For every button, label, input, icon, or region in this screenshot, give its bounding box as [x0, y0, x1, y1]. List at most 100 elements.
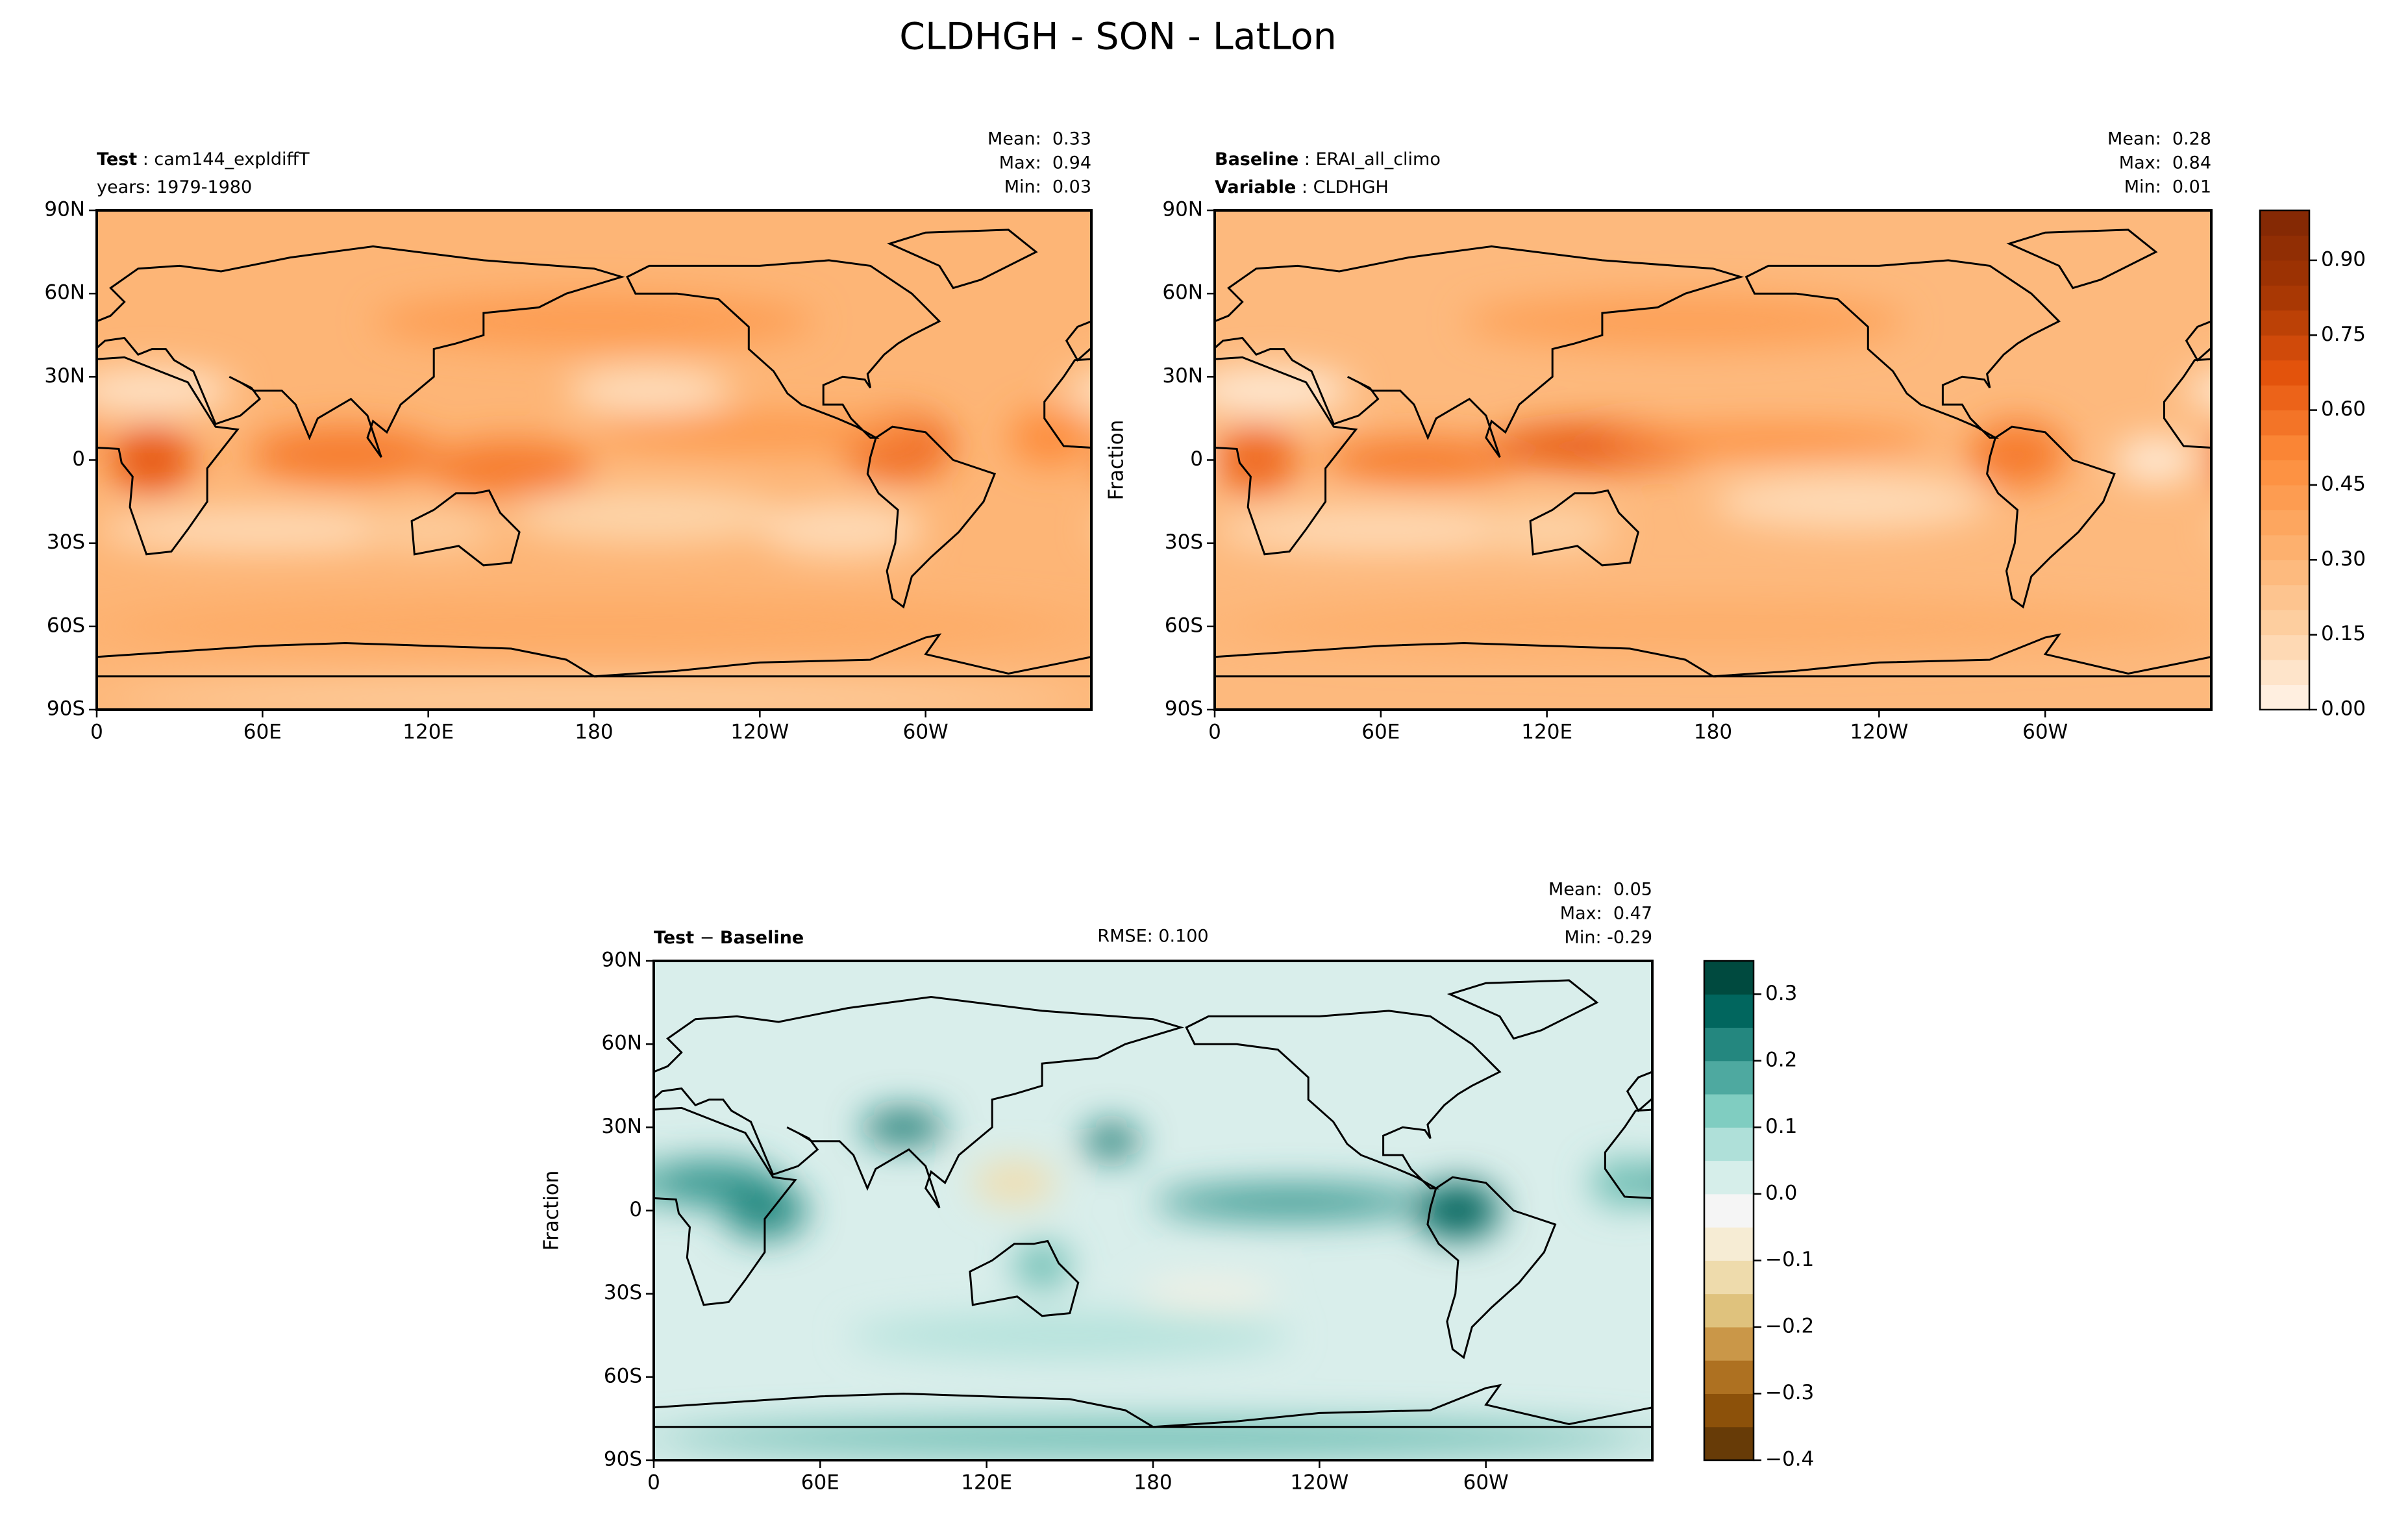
coastline — [626, 259, 941, 439]
field-blob — [566, 368, 732, 413]
field-blob — [141, 1280, 280, 1308]
panel-label: Test − Baseline — [654, 928, 804, 948]
colorbar-band — [2260, 560, 2309, 586]
field-blob — [848, 1313, 1292, 1358]
coastline — [451, 980, 599, 1039]
field-contours — [85, 1110, 2290, 1455]
colorbar-band — [1704, 1260, 1754, 1295]
colorbar-band — [1704, 1227, 1754, 1261]
y-axis-label: Fraction — [1105, 420, 1128, 501]
colorbar-band — [2260, 660, 2309, 686]
stat-label: Min: 0.03 — [1004, 177, 1091, 197]
field-blob — [359, 507, 498, 552]
panel-label-part: Test — [97, 149, 137, 169]
colorbar-tick-label: −0.2 — [1765, 1314, 1814, 1337]
colorbar-band — [2260, 235, 2309, 261]
stat-label: Mean: 0.05 — [1548, 880, 1652, 900]
y-tick-label: 30S — [604, 1281, 642, 1304]
colorbar-tick-label: 0.75 — [2321, 323, 2366, 346]
panel-label-part: CLDHGH — [1313, 177, 1389, 197]
field-blob — [1014, 1243, 1070, 1289]
colorbar-band — [2260, 310, 2309, 336]
coastline — [1986, 425, 2116, 609]
colorbar-band — [1704, 1193, 1754, 1228]
panel-label-part: cam144_expldiffT — [154, 149, 310, 169]
stat-label: Max: 0.47 — [1560, 904, 1652, 924]
x-tick-label: 180 — [1694, 721, 1732, 744]
rmse-label: RMSE: 0.100 — [1097, 926, 1208, 947]
coastline — [1215, 641, 1717, 678]
field-blob — [2138, 1280, 2277, 1308]
field-blob — [2013, 1244, 2068, 1288]
panel-label-part: ERAI_all_climo — [1316, 149, 1441, 169]
colorbar-band — [2260, 460, 2309, 486]
coastline — [654, 1106, 797, 1306]
coastline — [188, 1011, 501, 1188]
coastline — [97, 245, 625, 458]
field-blob — [654, 1170, 660, 1195]
field-blob — [2082, 1125, 2137, 1158]
coastline — [2163, 358, 2211, 449]
y-tick-label: 60N — [44, 281, 85, 305]
panel-label-part: years: 1979-1980 — [97, 177, 252, 197]
y-tick-label: 90N — [44, 198, 85, 221]
coastline — [969, 1239, 1080, 1317]
field-blob — [97, 599, 1091, 654]
panel-label: Test : cam144_expldiffT — [97, 149, 310, 169]
colorbar-band — [1704, 1160, 1754, 1195]
x-tick-label: 0 — [1208, 721, 1221, 744]
x-tick-label: 120W — [1290, 1471, 1348, 1495]
colorbar-band — [2260, 360, 2309, 386]
panel-label-part: : — [1298, 149, 1315, 169]
field-blob — [110, 427, 193, 493]
coastline — [654, 995, 1184, 1209]
field-blob — [155, 1186, 432, 1219]
field-blob — [418, 1183, 501, 1238]
x-tick-label: 180 — [575, 721, 613, 744]
field-blob — [594, 416, 926, 449]
colorbar-tick-label: 0.15 — [2321, 622, 2366, 645]
y-tick-label: 90S — [47, 697, 85, 721]
stat-label: Max: 0.84 — [2119, 153, 2211, 173]
x-tick-label: 180 — [1134, 1471, 1172, 1495]
y-tick-label: 30S — [47, 530, 85, 554]
x-tick-label: 120W — [730, 721, 789, 744]
field-blob — [1008, 410, 1091, 466]
coastline — [1215, 245, 1744, 458]
panel-label-part: − — [694, 928, 720, 948]
stat-label: Min: 0.01 — [2124, 177, 2211, 197]
field-blob — [1139, 1280, 1278, 1308]
x-tick-label: 0 — [647, 1471, 660, 1495]
field-blob — [249, 427, 442, 482]
colorbar-tick-label: 0.30 — [2321, 547, 2366, 571]
coastline — [97, 356, 240, 556]
panel-label-part: Baseline — [720, 928, 804, 948]
field-contours — [97, 293, 1091, 710]
y-tick-label: 30N — [601, 1115, 642, 1138]
x-tick-label: 60E — [801, 1471, 839, 1495]
colorbar-band — [2260, 610, 2309, 636]
field-blob — [97, 368, 235, 413]
field-blob — [1971, 1161, 2054, 1205]
field-blob — [1478, 507, 1617, 552]
y-tick-label: 90N — [1162, 198, 1203, 221]
field-blob — [1215, 599, 2211, 654]
colorbar-band — [1704, 1326, 1754, 1361]
field-blob — [1846, 1313, 2290, 1358]
stat-label: Mean: 0.28 — [2107, 129, 2211, 149]
coastline — [2006, 229, 2158, 290]
panel-label: Variable : CLDHGH — [1215, 177, 1389, 197]
map-field — [1215, 210, 2211, 710]
x-tick-label: 60W — [2022, 721, 2068, 744]
field-blob — [1713, 473, 1990, 530]
y-tick-label: 0 — [72, 447, 85, 471]
y-tick-label: 90N — [601, 949, 642, 972]
stat-label: Mean: 0.33 — [987, 129, 1091, 149]
field-blob — [97, 684, 1091, 710]
colorbar-band — [2260, 335, 2309, 361]
colorbar-tick-label: 0.90 — [2321, 247, 2366, 271]
panel-label-part: Baseline — [1215, 149, 1298, 169]
y-axis-label: Fraction — [540, 1171, 564, 1251]
field-blob — [85, 1125, 140, 1158]
